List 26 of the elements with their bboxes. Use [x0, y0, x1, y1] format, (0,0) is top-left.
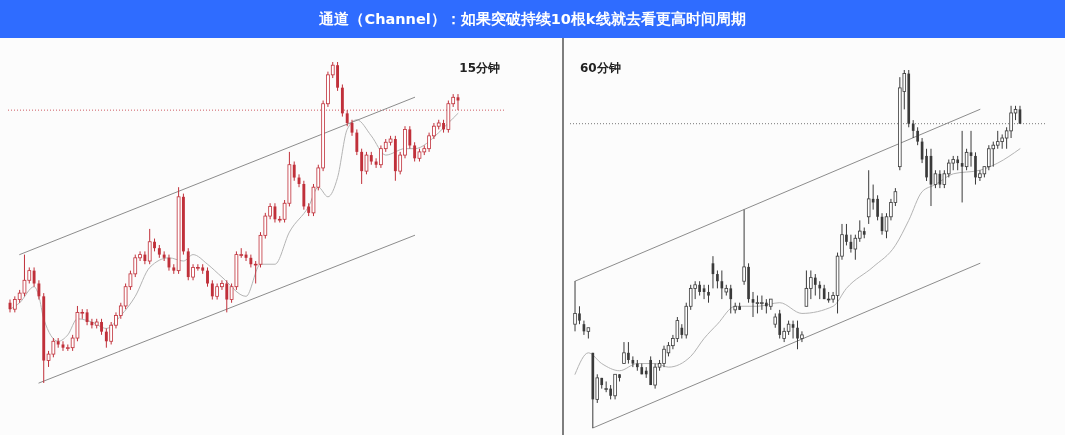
candlestick: [662, 345, 666, 368]
candlestick: [302, 180, 306, 211]
candlestick: [249, 254, 253, 268]
candlestick: [622, 341, 626, 365]
candlestick: [364, 151, 369, 175]
candlestick: [991, 141, 996, 168]
candlestick: [813, 273, 817, 297]
candlestick: [876, 194, 879, 221]
candlestick: [355, 128, 359, 156]
candlestick: [37, 279, 41, 301]
candlestick: [147, 228, 152, 265]
candlestick: [90, 318, 94, 329]
candlestick: [853, 234, 858, 261]
chart-title: 60分钟: [580, 61, 621, 75]
candlestick: [866, 169, 871, 225]
candlestick: [32, 266, 36, 288]
candlestick: [613, 373, 617, 400]
candlestick: [800, 330, 804, 343]
candlestick: [925, 148, 928, 182]
candlestick: [22, 254, 27, 297]
chart-title: 15分钟: [459, 61, 500, 75]
candlestick: [573, 280, 577, 332]
text: 通道（Channel）：如果突破持续10根k线就去看更高时间周期: [318, 10, 746, 27]
candlestick: [206, 266, 209, 288]
candlestick: [804, 269, 809, 307]
candlestick: [292, 161, 296, 182]
